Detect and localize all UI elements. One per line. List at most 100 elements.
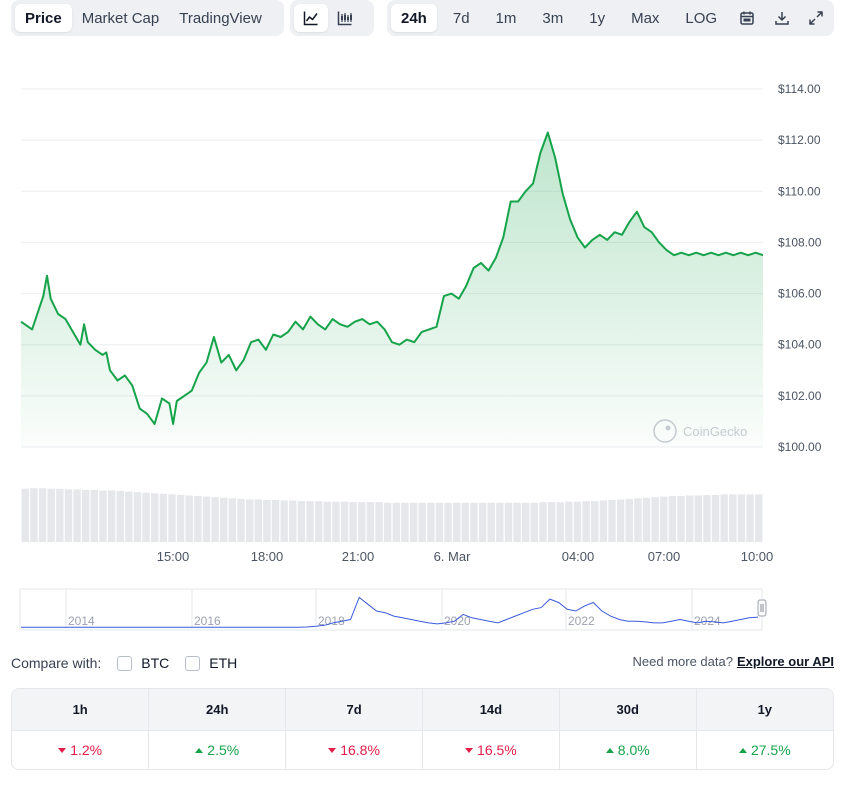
volume-bar [677,496,685,542]
line-chart-button[interactable] [294,4,328,32]
watermark-text: CoinGecko [683,424,747,439]
volume-bar [202,496,211,542]
volume-bar [754,494,763,542]
api-promo: Need more data? Explore our API [633,654,835,669]
range-24h[interactable]: 24h [391,4,437,32]
caret-down-icon [465,748,474,754]
volume-bar [228,498,237,542]
price-line [20,131,764,425]
volume-bar [461,502,470,542]
tab-tradingview[interactable]: TradingView [179,9,262,27]
compare-btc-option[interactable]: BTC [117,655,169,671]
volume-bar [271,500,280,542]
fullscreen-button[interactable] [802,4,830,32]
volume-bar [547,502,556,542]
volume-bar [729,494,737,542]
tab-market-cap[interactable]: Market Cap [81,9,160,27]
x-tick-label: 18:00 [251,549,284,564]
volume-bar [168,494,176,542]
compare-label: Compare with: [11,655,102,671]
volume-bar [746,494,754,542]
btc-checkbox[interactable] [117,655,133,671]
volume-bar [314,501,323,542]
range-7d[interactable]: 7d [452,9,470,27]
y-tick-label: $100.00 [778,440,822,454]
volume-bar [64,489,73,542]
caret-up-icon [738,748,747,754]
range-group: 24h 7d 1m 3m 1y Max LOG [387,0,834,36]
performance-values-row: 1.2% 2.5% 16.8% 16.5% 8.0% 27.5% [12,729,833,769]
volume-bar [539,502,547,542]
volume-bar [280,500,288,542]
x-tick-label: 21:00 [342,549,375,564]
perf-value-text: 16.5% [477,742,517,759]
volume-bar [556,502,564,542]
navigator-frame [19,588,763,631]
volume-bar [211,497,219,542]
y-tick-label: $110.00 [778,184,821,198]
volume-bar [435,502,444,542]
volume-bar [703,494,711,542]
range-1m[interactable]: 1m [495,9,517,27]
volume-bar [56,488,64,542]
volume-bar [496,502,504,542]
calendar-button[interactable] [733,4,761,32]
volume-bar [383,502,392,542]
perf-value-7d: 16.8% [285,729,423,769]
volume-bar [107,490,116,542]
volume-bar [297,501,306,542]
navigator-tick-label: 2014 [68,614,95,628]
volume-bar [194,496,202,542]
volume-bar [90,489,99,542]
volume-bar [254,499,262,542]
eth-checkbox[interactable] [185,655,201,671]
caret-down-icon [58,748,67,754]
performance-header-row: 1h 24h 7d 14d 30d 1y [12,689,833,730]
perf-value-text: 2.5% [207,742,240,759]
log-scale-toggle[interactable]: LOG [685,9,718,27]
api-promo-text: Need more data? [632,654,733,669]
volume-chart [21,488,763,542]
perf-value-text: 1.2% [70,742,103,759]
navigator-handle[interactable] [757,599,767,617]
volume-bar [487,502,495,542]
navigator-tick-label: 2018 [318,614,345,628]
volume-bar [392,502,401,542]
price-chart[interactable]: $114.00 $112.00 $110.00 $108.00 $106.00 $104.… [0,60,852,575]
candlestick-chart-button[interactable] [328,4,362,32]
compare-eth-option[interactable]: ETH [185,655,237,671]
range-3m[interactable]: 3m [542,9,564,27]
volume-bar [599,500,608,542]
volume-bar [332,501,340,542]
volume-bar [116,491,124,542]
volume-bar [668,496,677,542]
volume-bar [340,501,349,542]
volume-bar [73,489,81,542]
volume-bar [737,494,746,542]
volume-bar [427,502,435,542]
coingecko-logo-icon [653,419,677,443]
volume-bar [323,501,332,542]
caret-up-icon [195,748,204,754]
perf-period-7d: 7d [285,689,423,730]
download-button[interactable] [767,4,795,32]
calendar-icon [740,11,754,25]
perf-value-text: 8.0% [617,742,650,759]
tab-price[interactable]: Price [15,4,72,32]
caret-down-icon [328,748,337,754]
range-1y[interactable]: 1y [589,9,606,27]
volume-bar [504,502,513,542]
navigator-x-axis: 2014 2016 2018 2020 2022 2024 [65,589,721,629]
perf-period-30d: 30d [559,689,697,730]
overview-navigator[interactable]: 2014 2016 2018 2020 2022 2024 [0,588,852,633]
y-tick-label: $114.00 [778,82,821,96]
volume-bar [375,502,383,542]
perf-value-24h: 2.5% [148,729,287,769]
explore-api-link[interactable]: Explore our API [736,654,834,669]
volume-bar [409,502,418,542]
volume-bar [522,502,530,542]
volume-bar [82,489,90,542]
y-tick-label: $106.00 [778,287,822,301]
range-max[interactable]: Max [631,9,660,27]
volume-bar [582,501,590,542]
